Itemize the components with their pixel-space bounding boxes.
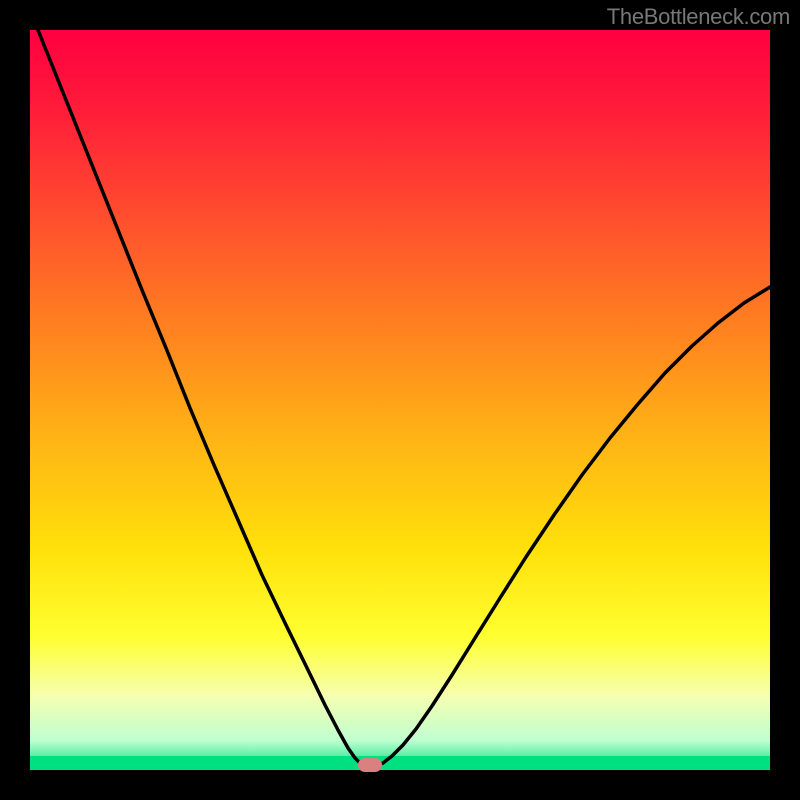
gradient-background <box>30 30 770 770</box>
optimal-point-marker <box>358 758 382 772</box>
bottom-green-band <box>30 756 770 770</box>
watermark-text: TheBottleneck.com <box>607 4 790 30</box>
chart-container: TheBottleneck.com <box>0 0 800 800</box>
chart-svg <box>0 0 800 800</box>
